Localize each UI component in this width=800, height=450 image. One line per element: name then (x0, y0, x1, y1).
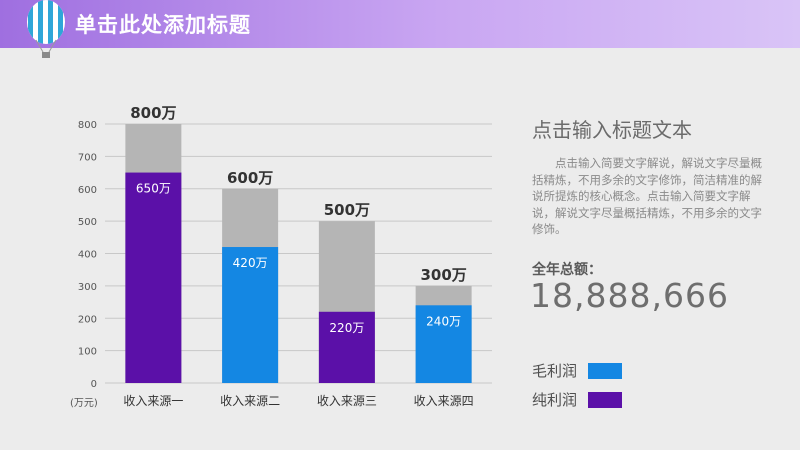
inner-bar (222, 247, 279, 383)
y-tick-label: 100 (78, 347, 97, 358)
y-tick-label: 700 (78, 152, 97, 163)
bar-total-label: 500万 (324, 201, 370, 219)
x-tick-label: 收入来源二 (220, 394, 280, 408)
revenue-bar-chart: 0 100 200 300 400 500 600 700 800 (万元) 800万 650万收入来… (70, 104, 492, 409)
legend-swatch (588, 392, 622, 408)
x-tick-label: 收入来源三 (317, 394, 377, 408)
legend-label: 纯利润 (532, 391, 578, 409)
bar-inner-label: 650万 (136, 182, 171, 196)
bar-inner-label: 240万 (426, 314, 461, 328)
total-label: 全年总额： (532, 262, 602, 278)
description-text[interactable]: 点击输入简要文字解说，解说文字尽量概括精炼，不用多余的文字修饰，简洁精准的解说所… (532, 156, 762, 236)
legend-label: 毛利润 (532, 362, 578, 380)
x-tick-label: 收入来源四 (414, 394, 474, 408)
x-tick-label: 收入来源一 (123, 394, 183, 408)
y-tick-label: 0 (91, 379, 97, 390)
side-title[interactable]: 点击输入标题文本 (532, 118, 692, 142)
y-axis-unit-label: (万元) (70, 398, 98, 409)
bar-total-label: 300万 (420, 266, 466, 284)
y-tick-label: 500 (78, 217, 97, 228)
y-tick-label: 600 (78, 185, 97, 196)
page-title[interactable]: 单击此处添加标题 (75, 13, 251, 37)
y-tick-label: 400 (78, 250, 97, 261)
bar-inner-label: 220万 (329, 321, 364, 335)
bar-total-label: 600万 (227, 169, 273, 187)
header-bar: 单击此处添加标题 (0, 0, 800, 58)
y-tick-label: 300 (78, 282, 97, 293)
y-tick-label: 800 (78, 120, 97, 131)
inner-bar (318, 311, 375, 383)
bar-inner-label: 420万 (233, 256, 268, 270)
hot-air-balloon-icon (27, 0, 65, 58)
legend-swatch (588, 363, 622, 379)
inner-bar (415, 305, 472, 383)
inner-bar (125, 172, 182, 383)
bar-total-label: 800万 (130, 104, 176, 122)
total-value: 18,888,666 (530, 276, 729, 315)
y-tick-label: 200 (78, 314, 97, 325)
